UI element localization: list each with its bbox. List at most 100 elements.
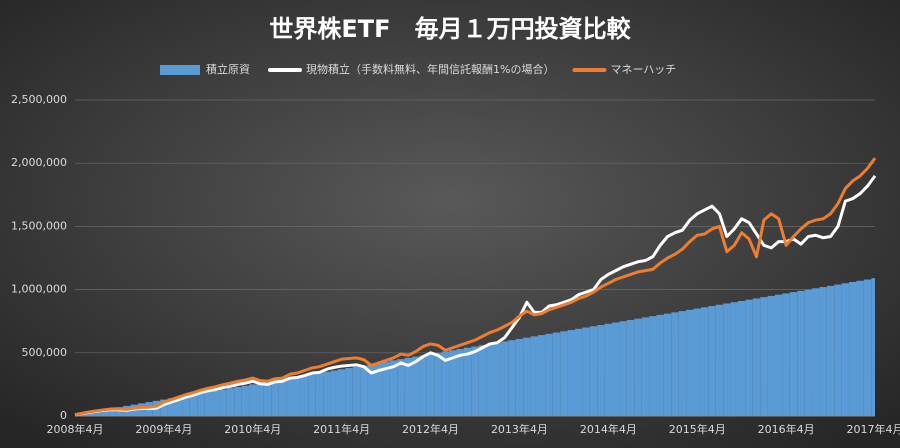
area-step [612,322,620,416]
area-step [530,336,538,416]
area-step [500,341,509,416]
area-step [560,331,568,416]
series-line [74,157,877,417]
series-line [74,174,877,417]
x-tick-label: 2016年4月 [758,422,815,436]
area-step [678,311,687,416]
y-tick-label: 500,000 [22,346,68,359]
area-step [330,370,338,416]
area-step [375,362,383,416]
area-step [841,283,850,416]
area-step [434,352,442,416]
area-step [582,327,590,416]
area-step [597,324,605,416]
area-step [508,340,516,416]
area-step [397,359,405,416]
area-step [212,390,220,416]
area-step [826,285,835,416]
area-step [234,386,242,416]
area-step [293,376,301,416]
area-step [175,397,183,416]
area-step [189,394,198,416]
area-step [360,365,368,416]
area-step [249,384,257,416]
area-step [567,330,575,416]
area-step [308,374,316,416]
y-tick-label: 1,500,000 [11,219,67,232]
x-tick-label: 2014年4月 [580,422,637,436]
x-tick-label: 2012年4月 [402,422,459,436]
area-step [182,395,190,416]
legend-label: マネーハッチ [610,63,676,76]
area-step [515,338,524,416]
area-step [93,410,101,416]
area-step [115,407,124,416]
legend-swatch [160,65,200,75]
area-step [256,383,264,416]
x-tick-label: 2015年4月 [669,422,726,436]
area-step [552,332,561,416]
area-step [575,328,583,416]
area-step [219,389,227,416]
area-step [271,380,279,416]
area-step [782,293,790,416]
area-step [863,279,872,416]
area-step [523,337,531,416]
area-step [656,314,664,416]
area-step [537,335,546,416]
area-step [441,351,450,416]
area-step [493,342,501,416]
area-step [812,288,820,416]
area-step [300,375,309,416]
area-step [345,367,353,416]
area-step [389,360,398,416]
area-step [315,373,324,416]
area-step [626,319,635,416]
area-step [804,289,813,416]
area-step [352,366,361,416]
area-step [767,295,775,416]
y-tick-label: 1,000,000 [11,283,67,296]
area-step [108,408,116,416]
area-step [241,385,250,416]
area-step [849,282,857,416]
area-step [545,333,553,416]
x-tick-label: 2010年4月 [224,422,281,436]
area-step [723,303,731,416]
area-step [641,317,650,416]
area-step [286,378,294,416]
area-step [197,393,205,416]
area-step [449,350,457,416]
area-step [404,357,413,416]
area-step [167,398,175,416]
area-step [323,371,331,416]
area-step [486,343,494,416]
area-step [456,349,464,416]
area-step [471,346,479,416]
area-step [663,313,672,416]
area-step [589,326,598,416]
area-step [426,354,435,416]
area-step [649,316,657,416]
area-step [737,300,746,416]
area-step [619,321,627,416]
area-step [775,294,783,416]
area-step [671,312,679,416]
y-tick-label: 2,000,000 [11,156,67,169]
chart-title: 世界株ETF 毎月１万円投資比較 [269,15,631,43]
x-tick-label: 2013年4月 [491,422,548,436]
area-step [760,297,768,416]
area-step [797,290,805,416]
y-tick-label: 2,500,000 [11,93,67,106]
area-step [634,318,642,416]
area-step [160,399,168,416]
area-step [263,381,272,416]
x-tick-label: 2011年4月 [313,422,370,436]
area-step [752,298,761,416]
area-step [478,345,487,416]
area-step [367,364,375,416]
area-step [412,356,420,416]
y-tick-label: 0 [60,409,67,422]
area-step [871,278,875,416]
area-step [715,304,724,416]
